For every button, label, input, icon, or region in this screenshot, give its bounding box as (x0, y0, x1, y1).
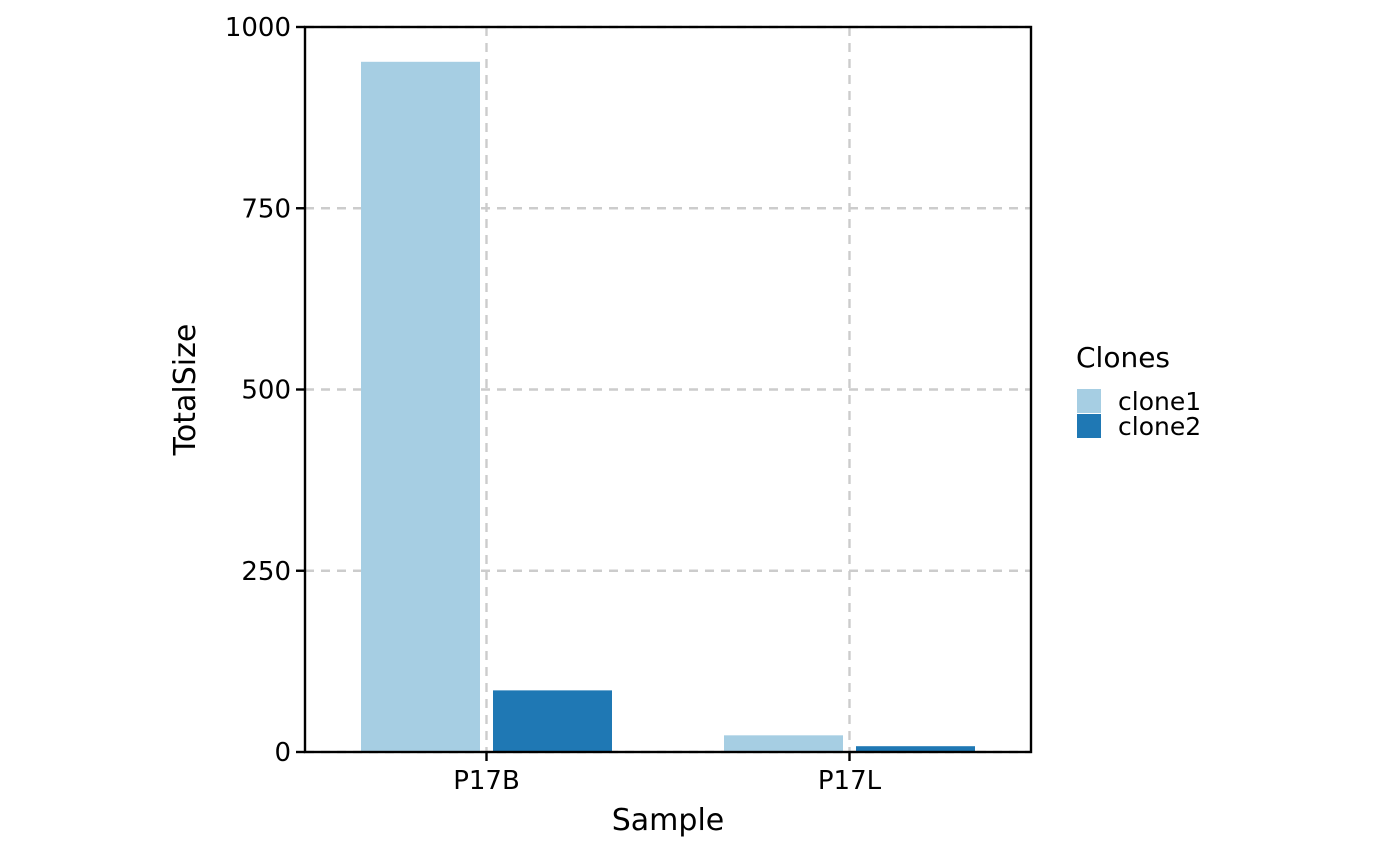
bar-clone1-P17B (361, 61, 480, 753)
legend-label-clone2: clone2 (1118, 412, 1201, 441)
y-tick-label: 250 (241, 557, 291, 587)
y-axis-title: TotalSize (168, 324, 203, 457)
x-tick-label: P17L (818, 766, 882, 796)
legend-label-clone1: clone1 (1118, 387, 1201, 416)
y-tick-label: 500 (241, 376, 291, 406)
y-tick-label: 1000 (225, 13, 291, 43)
bar-clone1-P17L (724, 735, 843, 752)
axis-ticks: 0 250 500 750 1000 P17B P17L (225, 13, 882, 796)
bars (361, 61, 975, 753)
legend-swatch-clone1 (1077, 389, 1101, 413)
legend-swatch-clone2 (1077, 414, 1101, 438)
y-tick-label: 750 (241, 194, 291, 224)
x-tick-label: P17B (453, 766, 520, 796)
x-axis-title: Sample (612, 803, 725, 838)
bar-clone2-P17B (493, 690, 612, 752)
legend-title: Clones (1076, 341, 1170, 374)
bar-clone2-P17L (856, 746, 975, 752)
y-tick-label: 0 (274, 738, 291, 768)
